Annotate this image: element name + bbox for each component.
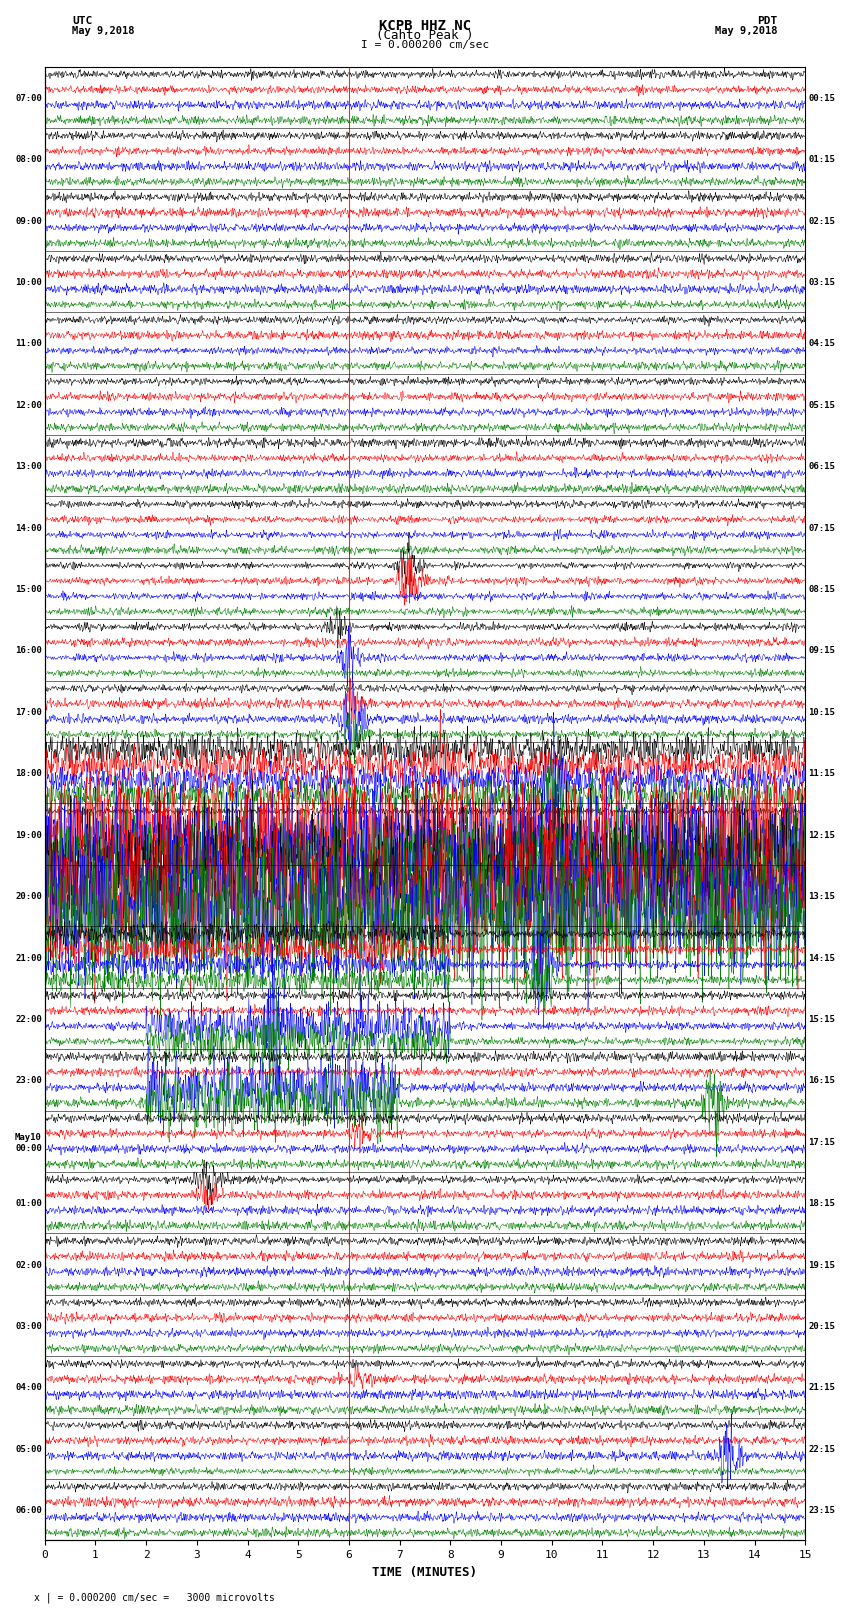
Text: x | = 0.000200 cm/sec =   3000 microvolts: x | = 0.000200 cm/sec = 3000 microvolts (34, 1592, 275, 1603)
Text: May 9,2018: May 9,2018 (72, 26, 135, 35)
Text: (Cahto Peak ): (Cahto Peak ) (377, 29, 473, 42)
Text: UTC: UTC (72, 16, 93, 26)
Text: KCPB HHZ NC: KCPB HHZ NC (379, 19, 471, 34)
Text: PDT: PDT (757, 16, 778, 26)
Text: I = 0.000200 cm/sec: I = 0.000200 cm/sec (361, 40, 489, 50)
X-axis label: TIME (MINUTES): TIME (MINUTES) (372, 1566, 478, 1579)
Text: May 9,2018: May 9,2018 (715, 26, 778, 35)
